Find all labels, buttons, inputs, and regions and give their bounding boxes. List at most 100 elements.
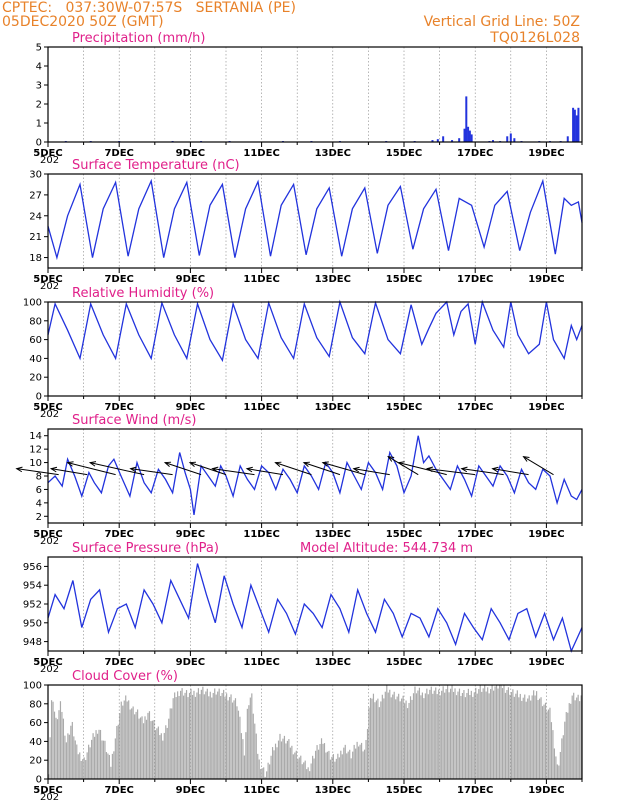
cloud-bar bbox=[432, 693, 434, 779]
cloud-bar bbox=[240, 733, 243, 779]
cloud-bar bbox=[527, 698, 529, 779]
cloud-bar bbox=[70, 725, 72, 779]
cloud-bar bbox=[101, 740, 103, 779]
cloud-bar bbox=[301, 764, 303, 779]
cloud-bar bbox=[494, 686, 496, 779]
cloud-bar bbox=[497, 688, 499, 779]
cloud-bar bbox=[378, 707, 380, 779]
cloud-bar bbox=[144, 716, 146, 779]
cloud-bar bbox=[303, 762, 305, 779]
cloud-bar bbox=[178, 695, 180, 779]
cloud-bar bbox=[154, 730, 156, 779]
cloud-bar bbox=[469, 695, 471, 779]
cloud-bar bbox=[445, 689, 447, 779]
wind-vector-head bbox=[66, 461, 74, 467]
cloud-bar bbox=[168, 718, 170, 779]
cloud-bar bbox=[228, 697, 231, 779]
cloud-bar bbox=[163, 732, 165, 779]
x-tick-label: 19DEC bbox=[528, 148, 564, 159]
cloud-bar bbox=[317, 749, 320, 779]
wind-vector bbox=[188, 461, 227, 476]
cloud-bar bbox=[360, 742, 363, 779]
wind-vector-head bbox=[460, 466, 468, 473]
cloud-bar bbox=[227, 700, 229, 779]
cloud-bar bbox=[555, 756, 557, 779]
cloud-bar bbox=[88, 744, 90, 779]
panel-title-rh: Relative Humidity (%) bbox=[72, 286, 214, 301]
wind-vector-head bbox=[425, 466, 434, 473]
cloud-bar bbox=[490, 688, 492, 779]
x-tick-label: 5DEC bbox=[33, 274, 62, 285]
cloud-bar bbox=[398, 693, 400, 779]
cloud-bar bbox=[246, 708, 248, 779]
y-tick-label: 2 bbox=[36, 100, 42, 111]
panel-frame bbox=[47, 684, 583, 780]
y-tick-label: 60 bbox=[29, 718, 42, 729]
x-tick-label: 11DEC bbox=[243, 148, 279, 159]
cloud-bar bbox=[473, 692, 475, 779]
cloud-bar bbox=[374, 702, 376, 779]
y-tick-label: 0 bbox=[36, 138, 42, 149]
x-tick-label: 9DEC bbox=[176, 785, 205, 796]
cloud-bar bbox=[82, 759, 84, 779]
panel-title-wind: Surface Wind (m/s) bbox=[72, 413, 196, 428]
cloud-bar bbox=[218, 688, 220, 779]
cloud-bar bbox=[188, 692, 191, 779]
cloud-bar bbox=[353, 744, 355, 779]
cloud-bar bbox=[500, 685, 502, 779]
y-tick-label: 12 bbox=[29, 445, 42, 456]
y-tick-label: 24 bbox=[29, 211, 42, 222]
cloud-bar bbox=[65, 742, 67, 779]
cloud-bar bbox=[519, 693, 521, 779]
cloud-bar bbox=[53, 711, 56, 779]
wind-vector bbox=[321, 461, 365, 476]
cloud-bar bbox=[205, 691, 207, 779]
header-grid-line: Vertical Grid Line: 50Z bbox=[424, 14, 580, 30]
cloud-bar bbox=[550, 722, 553, 779]
cloud-bar bbox=[349, 749, 351, 779]
cloud-bar bbox=[165, 725, 167, 779]
series-line-rh bbox=[47, 299, 583, 363]
panel-wind: Surface Wind (m/s) 2 4 6 8 10 12 14 5DEC 7DEC 9DEC… bbox=[15, 413, 583, 547]
cloud-bar bbox=[442, 686, 444, 779]
cloud-bar bbox=[381, 694, 383, 779]
cloud-bar bbox=[326, 751, 329, 779]
wind-vector-shaft bbox=[90, 462, 145, 476]
cloud-bar bbox=[404, 703, 406, 779]
cloud-bar bbox=[122, 705, 124, 779]
cloud-bar bbox=[159, 735, 161, 779]
cloud-bar bbox=[516, 690, 518, 779]
wind-vector-shaft bbox=[246, 468, 284, 476]
cloud-bar bbox=[202, 686, 204, 779]
x-year-sublabel: 202 bbox=[40, 792, 59, 800]
panel-title-precip: Precipitation (mm/h) bbox=[72, 31, 205, 46]
wind-vector bbox=[163, 461, 202, 476]
cloud-bar bbox=[304, 760, 306, 779]
cloud-bar bbox=[405, 700, 407, 779]
cloud-bar bbox=[105, 752, 108, 779]
cloud-bar bbox=[138, 718, 140, 779]
wind-vector-shaft bbox=[16, 468, 59, 476]
cloud-bar bbox=[73, 736, 75, 779]
cloud-bar bbox=[160, 733, 162, 779]
cloud-bar bbox=[435, 687, 437, 779]
cloud-bar bbox=[371, 698, 373, 779]
wind-vector-shaft bbox=[322, 462, 365, 476]
wind-vector bbox=[491, 466, 529, 476]
cloud-bar bbox=[383, 698, 385, 779]
cloud-bar bbox=[484, 685, 486, 779]
x-tick-label: 11DEC bbox=[243, 657, 279, 668]
x-year-sublabel: 202 bbox=[40, 664, 59, 675]
wind-vector bbox=[66, 461, 116, 476]
cloud-bar bbox=[426, 688, 428, 779]
y-tick-label: 80 bbox=[29, 699, 42, 710]
wind-vector-shaft bbox=[398, 462, 447, 476]
cloud-bar bbox=[501, 688, 504, 779]
cloud-bar bbox=[574, 700, 576, 779]
cloud-bar bbox=[55, 717, 57, 779]
wind-vector-head bbox=[397, 461, 405, 467]
y-tick-label: 954 bbox=[23, 581, 42, 592]
y-tick-label: 948 bbox=[23, 637, 42, 648]
cloud-bar bbox=[406, 708, 409, 779]
precip-bar bbox=[465, 96, 468, 142]
